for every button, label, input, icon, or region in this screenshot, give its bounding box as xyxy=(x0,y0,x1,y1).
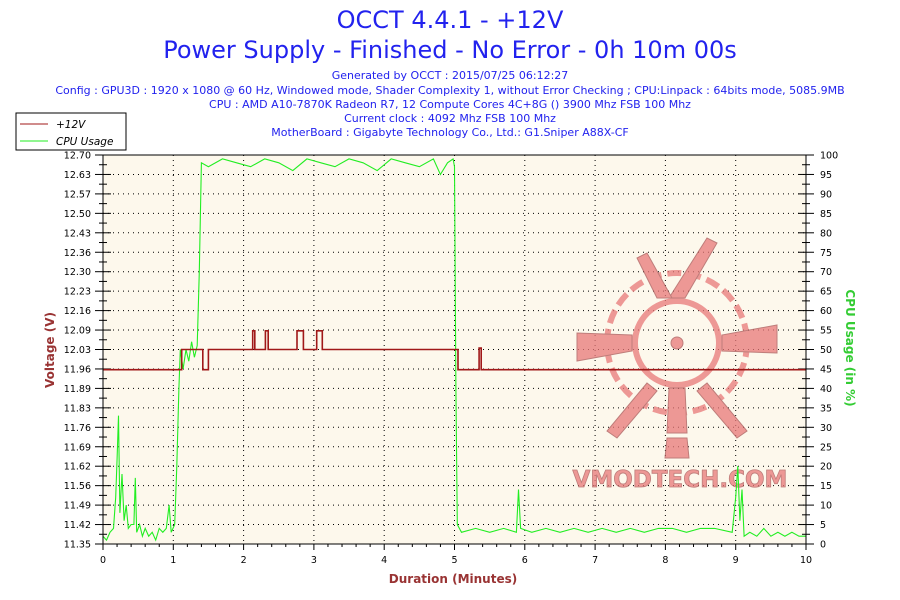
y2-axis-label: CPU Usage (in %) xyxy=(843,289,857,406)
y-tick-label: 11.56 xyxy=(64,481,91,492)
y2-tick-label: 70 xyxy=(820,267,832,278)
y-tick-label: 11.76 xyxy=(64,423,91,434)
y-tick-label: 11.62 xyxy=(64,462,91,473)
y2-tick-label: 95 xyxy=(820,170,832,181)
y-tick-label: 12.43 xyxy=(64,228,91,239)
y2-tick-label: 80 xyxy=(820,228,832,239)
x-tick-label: 6 xyxy=(522,555,528,566)
y-tick-label: 12.63 xyxy=(64,170,91,181)
axes: 0 1 2 3 4 5 6 7 8 9 1011.3511.4211.4911.5611.6211.… xyxy=(64,151,838,567)
y2-tick-label: 10 xyxy=(820,501,832,512)
series-line-voltage xyxy=(103,330,806,371)
x-tick-label: 2 xyxy=(241,555,247,566)
plot-frame xyxy=(102,154,807,545)
x-tick-label: 4 xyxy=(381,555,387,566)
legend-label-voltage: +12V xyxy=(56,119,86,131)
x-tick-label: 10 xyxy=(800,555,812,566)
x-tick-label: 5 xyxy=(451,555,457,566)
chart-title: OCCT 4.4.1 - +12V xyxy=(336,6,564,34)
y-tick-label: 11.96 xyxy=(64,364,91,375)
y-tick-label: 12.23 xyxy=(64,287,91,298)
x-tick-label: 8 xyxy=(662,555,668,566)
x-axis-label: Duration (Minutes) xyxy=(389,572,517,586)
series xyxy=(102,157,806,542)
y2-tick-label: 30 xyxy=(820,423,832,434)
x-tick-label: 7 xyxy=(592,555,598,566)
y2-tick-label: 100 xyxy=(820,151,838,162)
y-tick-label: 12.36 xyxy=(64,248,91,259)
y2-tick-label: 0 xyxy=(820,540,826,551)
y2-tick-label: 20 xyxy=(820,462,832,473)
generated-line: Generated by OCCT : 2015/07/25 06:12:27 xyxy=(331,69,569,82)
y2-tick-label: 65 xyxy=(820,287,832,298)
y-tick-label: 11.69 xyxy=(64,442,91,453)
y2-tick-label: 40 xyxy=(820,384,832,395)
y-tick-label: 11.49 xyxy=(64,501,91,512)
y-tick-label: 12.16 xyxy=(64,306,91,317)
y2-tick-label: 50 xyxy=(820,345,832,356)
y2-tick-label: 90 xyxy=(820,189,832,200)
y2-tick-label: 15 xyxy=(820,481,832,492)
series-line-cpu-usage xyxy=(102,157,806,542)
motherboard-line: MotherBoard : Gigabyte Technology Co., L… xyxy=(271,126,629,139)
y-tick-label: 12.70 xyxy=(64,151,91,162)
y-tick-label: 12.30 xyxy=(64,267,91,278)
config-line: Config : GPU3D : 1920 x 1080 @ 60 Hz, Wi… xyxy=(55,84,845,97)
y-tick-label: 12.57 xyxy=(64,189,91,200)
y-axis-label: Voltage (V) xyxy=(43,312,57,388)
y-tick-label: 12.09 xyxy=(64,326,91,337)
y2-tick-label: 75 xyxy=(820,248,832,259)
y-tick-label: 12.50 xyxy=(64,209,91,220)
y-tick-label: 11.42 xyxy=(64,520,91,531)
chart-subtitle: Power Supply - Finished - No Error - 0h … xyxy=(163,36,737,64)
y-tick-label: 12.03 xyxy=(64,345,91,356)
x-tick-label: 9 xyxy=(733,555,739,566)
x-tick-label: 0 xyxy=(100,555,106,566)
y2-tick-label: 5 xyxy=(820,520,826,531)
x-tick-label: 3 xyxy=(311,555,317,566)
y-tick-label: 11.83 xyxy=(64,403,91,414)
y-tick-label: 11.35 xyxy=(64,540,91,551)
vmodtech-logo: VMODTECH.COM xyxy=(572,237,788,493)
svg-text:VMODTECH.COM: VMODTECH.COM xyxy=(573,467,788,493)
x-tick-label: 1 xyxy=(170,555,176,566)
legend: +12V CPU Usage xyxy=(15,112,127,151)
legend-label-cpu: CPU Usage xyxy=(56,136,113,148)
y-tick-label: 11.89 xyxy=(64,384,91,395)
y2-tick-label: 60 xyxy=(820,306,832,317)
y2-tick-label: 25 xyxy=(820,442,832,453)
clock-line: Current clock : 4092 Mhz FSB 100 Mhz xyxy=(344,112,556,125)
y2-tick-label: 35 xyxy=(820,403,832,414)
cpu-line: CPU : AMD A10-7870K Radeon R7, 12 Comput… xyxy=(209,98,691,111)
y2-tick-label: 85 xyxy=(820,209,832,220)
y2-tick-label: 55 xyxy=(820,326,832,337)
y2-tick-label: 45 xyxy=(820,364,832,375)
